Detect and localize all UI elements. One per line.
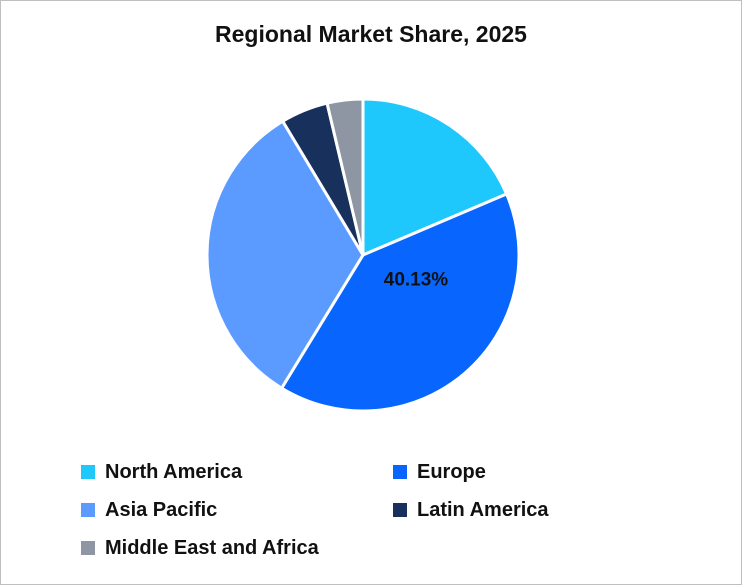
chart-title: Regional Market Share, 2025 <box>215 21 527 47</box>
pie-slice-north-america <box>361 97 509 257</box>
legend-swatch-latin-america <box>393 503 407 517</box>
legend-label-europe: Europe <box>417 460 486 483</box>
legend-swatch-north-america <box>81 465 95 479</box>
legend-swatch-europe <box>393 465 407 479</box>
legend-label-north-america: North America <box>105 460 243 483</box>
pie-chart: 40.13% <box>205 97 521 413</box>
legend-swatch-middle-east-and-africa <box>81 541 95 555</box>
legend-label-asia-pacific: Asia Pacific <box>105 498 218 521</box>
legend-entry-latin-america: Latin America <box>393 498 549 522</box>
pie-slice-europe <box>280 192 521 413</box>
legend-swatch-asia-pacific <box>81 503 95 517</box>
pie-slice-asia-pacific <box>205 119 365 390</box>
legend-label-latin-america: Latin America <box>417 498 549 521</box>
legend-entry-north-america: North America <box>81 460 242 484</box>
pie-slice-middle-east-and-africa <box>325 97 365 257</box>
legend-entry-middle-east-and-africa: Middle East and Africa <box>81 536 319 560</box>
legend-label-middle-east-and-africa: Middle East and Africa <box>105 536 319 559</box>
legend-entry-europe: Europe <box>393 460 486 484</box>
legend-entry-asia-pacific: Asia Pacific <box>81 498 217 522</box>
data-label-europe: 40.13% <box>384 269 449 290</box>
